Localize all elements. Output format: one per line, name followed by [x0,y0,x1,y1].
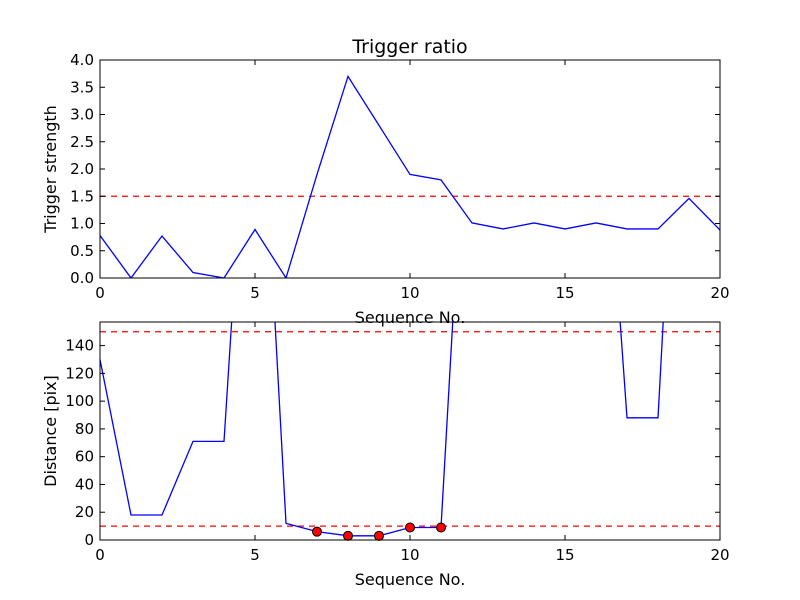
trigger-y-tick-label: 3.0 [70,106,94,124]
distance-panel: 0 5 10 15 20 0 20 40 60 80 100 120 140 Sequence No. Di… [41,321,730,589]
trigger-y-tick-label: 0.5 [70,242,94,260]
distance-plot-frame [99,321,721,541]
trigger-x-tick-label: 0 [95,284,105,302]
distance-y-tick-label: 140 [65,337,94,355]
trigger-y-axis-label: Trigger strength [41,105,60,234]
distance-y-tick-label: 60 [75,448,94,466]
distance-y-tick-label: 120 [65,364,94,382]
distance-x-tick-label: 10 [400,546,419,564]
distance-x-tick-label: 20 [710,546,729,564]
trigger-plot-frame [99,59,721,279]
distance-y-tick-label: 80 [75,420,94,438]
trigger-ratio-panel: 0 5 10 15 20 0.0 0.5 1.0 1.5 2.0 2.5 3.0 3.5 4.0 Trigg… [41,36,730,327]
trigger-chart-title: Trigger ratio [351,36,467,58]
trigger-y-tick-label: 4.0 [70,51,94,69]
trigger-y-tick-label: 3.5 [70,78,94,96]
trigger-y-tick-label: 1.5 [70,187,94,205]
distance-x-tick-label: 0 [95,546,105,564]
distance-y-tick-label: 40 [75,475,94,493]
trigger-x-tick-label: 15 [555,284,574,302]
distance-x-tick-label: 15 [555,546,574,564]
distance-y-tick-label: 20 [75,503,94,521]
distance-marker-point [343,530,353,541]
distance-y-axis-label: Distance [pix] [41,375,60,487]
trigger-x-tick-label: 5 [250,284,260,302]
trigger-x-tick-label: 10 [400,284,419,302]
distance-x-axis-label: Sequence No. [355,570,466,589]
trigger-y-tick-label: 0.0 [70,269,94,287]
trigger-y-tick-label: 1.0 [70,215,94,233]
trigger-y-tick-label: 2.5 [70,133,94,151]
distance-marker-point [405,522,415,533]
distance-series-line [100,322,664,537]
distance-y-tick-label: 100 [65,392,94,410]
distance-marker-point [436,522,446,533]
trigger-x-tick-label: 20 [710,284,729,302]
distance-y-tick-label: 0 [84,531,94,549]
distance-x-tick-label: 5 [250,546,260,564]
trigger-series-line [100,74,720,278]
distance-marker-point [374,530,384,541]
distance-marker-point [312,526,322,537]
trigger-y-tick-label: 2.0 [70,160,94,178]
